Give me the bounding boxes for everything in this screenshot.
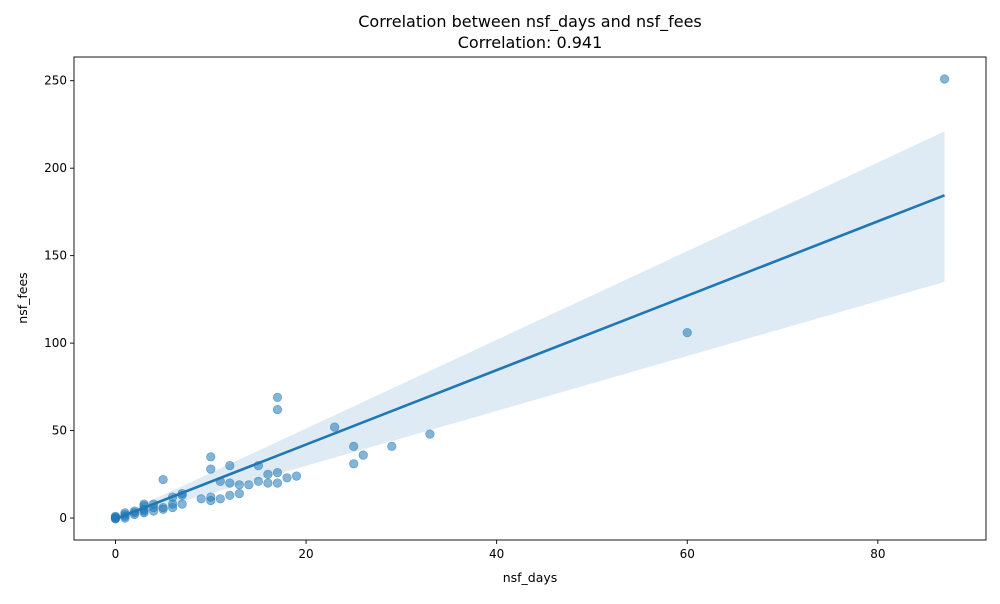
regression-line-layer — [114, 194, 946, 521]
confidence-band — [115, 131, 945, 521]
scatter-point — [234, 480, 244, 490]
x-tick-label: 0 — [112, 547, 120, 561]
scatter-point — [282, 473, 292, 483]
scatter-point — [215, 494, 225, 504]
chart-subtitle: Correlation: 0.941 — [458, 33, 603, 52]
x-tick-label: 80 — [870, 547, 885, 561]
scatter-point — [234, 488, 244, 499]
y-axis: 0 50 100 150 200 250 — [44, 74, 74, 525]
scatter-point — [225, 478, 235, 488]
scatter-point — [244, 480, 254, 490]
y-tick-label: 150 — [44, 249, 67, 263]
scatter-point — [206, 495, 216, 506]
scatter-point — [291, 471, 302, 481]
scatter-point — [358, 450, 368, 460]
scatter-point — [263, 469, 273, 479]
scatter-point — [225, 490, 235, 500]
scatter-point — [206, 452, 216, 462]
x-tick-label: 60 — [680, 547, 695, 561]
scatter-point — [349, 441, 359, 451]
y-tick-label: 50 — [52, 424, 67, 438]
y-tick-label: 250 — [44, 74, 67, 88]
y-tick-label: 200 — [44, 161, 67, 175]
scatter-point — [253, 476, 264, 486]
scatter-point — [425, 429, 435, 439]
y-tick-label: 0 — [59, 511, 67, 525]
regression-line — [114, 194, 946, 521]
y-axis-label: nsf_fees — [15, 272, 30, 323]
scatter-point — [939, 74, 950, 84]
scatter-point — [158, 474, 168, 485]
y-tick-label: 100 — [44, 336, 67, 350]
x-axis: 0 20 40 60 80 — [112, 540, 885, 561]
chart-title: Correlation between nsf_days and nsf_fee… — [358, 12, 702, 32]
scatter-point — [225, 460, 235, 471]
scatter-point — [272, 478, 283, 488]
plot-area-frame — [73, 56, 987, 541]
x-tick-label: 20 — [298, 547, 313, 561]
scatter-point — [330, 422, 340, 432]
x-tick-label: 40 — [489, 547, 504, 561]
scatter-point — [682, 328, 692, 338]
scatter-point — [272, 467, 283, 478]
scatter-point — [387, 441, 397, 451]
scatter-point — [158, 504, 168, 514]
scatter-point — [196, 494, 206, 504]
scatter-point — [272, 392, 283, 402]
scatter-point — [272, 404, 283, 415]
x-axis-label: nsf_days — [503, 570, 558, 585]
scatter-point — [206, 464, 216, 474]
confidence-band-layer — [115, 131, 945, 521]
scatter-point — [148, 506, 159, 516]
scatter-point — [349, 459, 359, 469]
scatter-point — [263, 478, 273, 488]
scatter-point — [177, 499, 187, 509]
scatter-point — [168, 502, 178, 513]
